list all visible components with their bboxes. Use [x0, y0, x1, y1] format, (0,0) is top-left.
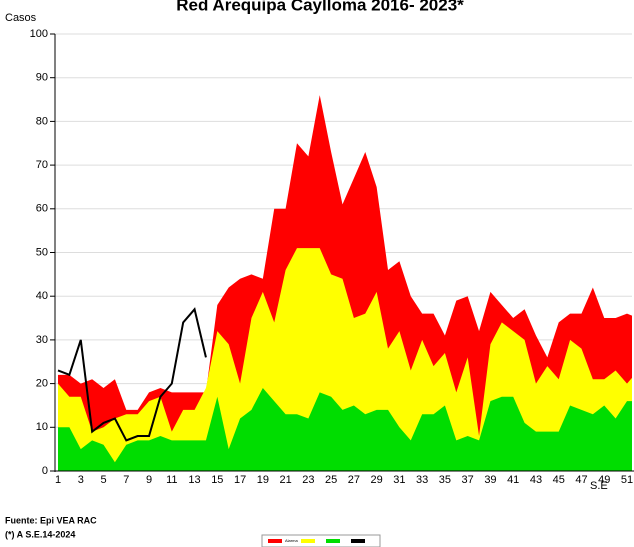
x-tick-label: 27 — [348, 474, 360, 486]
x-tick-label: 31 — [393, 474, 405, 486]
y-tick-label: 40 — [36, 290, 48, 302]
x-tick-label: 33 — [416, 474, 428, 486]
x-tick-label: 7 — [123, 474, 129, 486]
x-axis-label: S.E — [590, 480, 608, 492]
legend-label: Alarma — [285, 538, 298, 543]
x-tick-label: 47 — [575, 474, 587, 486]
x-tick-label: 45 — [553, 474, 565, 486]
x-tick-label: 51 — [621, 474, 633, 486]
x-tick-label: 19 — [257, 474, 269, 486]
y-tick-label: 50 — [36, 246, 48, 258]
x-tick-label: 49 — [598, 474, 610, 486]
area — [58, 387, 632, 471]
x-tick-label: 23 — [302, 474, 314, 486]
x-tick-label: 43 — [530, 474, 542, 486]
x-tick-label: 5 — [100, 474, 106, 486]
note: (*) A S.E.14-2024 — [5, 529, 75, 539]
legend-swatch — [326, 539, 340, 543]
chart-title: Red Arequipa Caylloma 2016- 2023* — [176, 0, 464, 14]
x-tick-label: 35 — [439, 474, 451, 486]
y-tick-label: 90 — [36, 72, 48, 84]
x-tick-label: 11 — [166, 474, 177, 486]
x-tick-label: 1 — [55, 474, 61, 486]
y-tick-label: 0 — [42, 465, 48, 477]
x-tick-label: 17 — [234, 474, 246, 486]
legend-swatch — [351, 539, 365, 543]
y-tick-label: 10 — [36, 421, 48, 433]
x-tick-label: 39 — [484, 474, 496, 486]
legend-swatch — [301, 539, 315, 543]
x-tick-label: 21 — [279, 474, 291, 486]
x-tick-label: 25 — [325, 474, 337, 486]
x-tick-label: 41 — [507, 474, 519, 486]
y-tick-label: 100 — [30, 28, 48, 40]
legend-swatch — [268, 539, 282, 543]
y-axis-label: Casos — [5, 12, 37, 24]
y-tick-label: 30 — [36, 334, 48, 346]
y-tick-label: 70 — [36, 159, 48, 171]
line — [57, 307, 207, 442]
x-tick-label: 29 — [371, 474, 383, 486]
x-tick-label: 37 — [462, 474, 474, 486]
legend-box — [261, 534, 381, 547]
y-tick-label: 80 — [36, 115, 48, 127]
x-tick-label: 9 — [146, 474, 152, 486]
y-tick-label: 60 — [36, 203, 48, 215]
x-tick-label: 15 — [211, 474, 223, 486]
x-tick-label: 3 — [78, 474, 84, 486]
x-tick-label: 13 — [188, 474, 200, 486]
y-tick-label: 20 — [36, 378, 48, 390]
source: Fuente: Epi VEA RAC — [5, 515, 97, 525]
plot — [55, 33, 632, 472]
